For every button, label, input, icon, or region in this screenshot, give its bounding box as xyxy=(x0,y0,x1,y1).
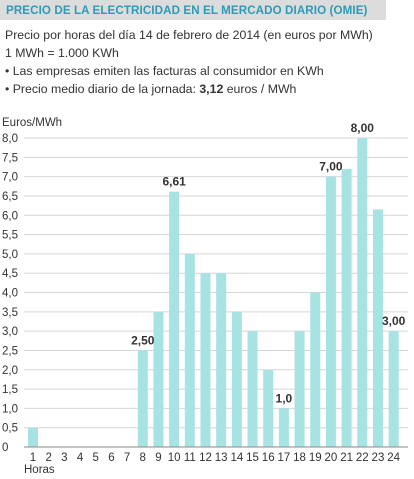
x-tick-label: 16 xyxy=(262,452,275,464)
x-tick-label: 22 xyxy=(356,452,369,464)
bar-hour-23 xyxy=(372,209,383,447)
bar-hour-11 xyxy=(184,253,195,447)
x-tick-label: 19 xyxy=(309,452,322,464)
x-tick-label: 10 xyxy=(168,452,181,464)
bar-hour-10 xyxy=(169,191,180,447)
unit-conversion-note: 1 MWh = 1.000 KWh xyxy=(5,46,119,60)
y-tick-label: 0,5 xyxy=(2,423,18,435)
bar-hour-8 xyxy=(137,350,148,447)
y-tick-label: 0 xyxy=(2,442,8,454)
bar-hour-16 xyxy=(263,369,274,447)
data-label-hour-20: 7,00 xyxy=(319,160,343,174)
x-tick-label: 9 xyxy=(155,452,161,464)
data-labels: 2,50 6,61 1,0 7,00 8,00 3,00 xyxy=(131,121,406,405)
x-tick-label: 15 xyxy=(246,452,259,464)
bar-hour-24 xyxy=(388,331,399,447)
x-tick-label: 11 xyxy=(184,452,196,464)
x-tick-label: 2 xyxy=(45,452,51,464)
bar-hour-21 xyxy=(341,168,352,447)
x-tick-label: 6 xyxy=(108,452,114,464)
x-tick-label: 1 xyxy=(30,452,36,464)
y-tick-label: 8,0 xyxy=(2,133,18,145)
average-price-note: • Precio medio diario de la jornada: 3,1… xyxy=(5,82,296,96)
x-tick-label: 17 xyxy=(277,452,290,464)
bar-hour-18 xyxy=(294,331,305,447)
y-tick-label: 4,5 xyxy=(2,268,18,280)
y-tick-label: 3,5 xyxy=(2,307,18,319)
data-label-hour-24: 3,00 xyxy=(382,314,406,328)
y-tick-label: 6,5 xyxy=(2,191,18,203)
bar-hour-15 xyxy=(247,331,258,447)
y-tick-label: 1,5 xyxy=(2,384,18,396)
x-tick-label: 3 xyxy=(61,452,67,464)
x-tick-label: 20 xyxy=(325,452,338,464)
bars xyxy=(28,138,399,447)
data-label-hour-22: 8,00 xyxy=(351,121,375,135)
data-label-hour-10: 6,61 xyxy=(162,175,186,189)
x-tick-label: 21 xyxy=(340,452,353,464)
bar-hour-22 xyxy=(357,138,368,447)
y-tick-label: 7,5 xyxy=(2,152,18,164)
x-tick-label: 7 xyxy=(124,452,130,464)
y-tick-label: 2,5 xyxy=(2,345,18,357)
average-price-label: • Precio medio diario de la jornada: xyxy=(5,82,200,96)
bar-hour-19 xyxy=(310,292,321,447)
y-tick-label: 5,5 xyxy=(2,230,18,242)
x-tick-label: 8 xyxy=(140,452,146,464)
average-price-unit: euros / MWh xyxy=(223,82,297,96)
x-tick-label: 23 xyxy=(372,452,385,464)
x-tick-label: 4 xyxy=(77,452,84,464)
x-tick-label: 5 xyxy=(93,452,99,464)
bar-hour-17 xyxy=(278,408,289,447)
x-tick-label: 12 xyxy=(199,452,212,464)
y-axis-label: Euros/MWh xyxy=(2,117,62,129)
data-label-hour-8: 2,50 xyxy=(131,333,155,347)
average-price-value: 3,12 xyxy=(199,82,224,96)
data-label-hour-17: 1,0 xyxy=(276,391,293,405)
x-axis-label: Horas xyxy=(24,464,55,476)
x-tick-labels: 1 2 3 4 5 6 7 8 9 10 11 12 13 14 15 16 17 18 19 20 21 22 23 24 xyxy=(30,452,401,464)
y-tick-label: 6,0 xyxy=(2,210,18,222)
chart-title: PRECIO DE LA ELECTRICIDAD EN EL MERCADO … xyxy=(6,4,368,17)
y-tick-label: 2,0 xyxy=(2,365,18,377)
y-tick-labels: 0 0,5 1,0 1,5 2,0 2,5 3,0 3,5 4,0 4,5 5,0 5,5 6,0 6,5… xyxy=(2,133,18,454)
y-tick-label: 7,0 xyxy=(2,172,18,184)
x-tick-label: 24 xyxy=(387,452,400,464)
bar-hour-14 xyxy=(231,311,242,447)
bar-hour-20 xyxy=(325,176,336,447)
y-tick-label: 4,0 xyxy=(2,288,18,300)
bar-hour-12 xyxy=(200,273,211,447)
y-tick-label: 5,0 xyxy=(2,249,18,261)
billing-note: • Las empresas emiten las facturas al co… xyxy=(5,64,324,78)
title-bar: PRECIO DE LA ELECTRICIDAD EN EL MERCADO … xyxy=(0,0,386,20)
bar-hour-13 xyxy=(216,273,227,447)
y-tick-label: 1,0 xyxy=(2,403,18,415)
bar-hour-9 xyxy=(153,311,164,447)
subtitle-date: Precio por horas del día 14 de febrero d… xyxy=(5,28,373,42)
y-tick-label: 3,0 xyxy=(2,326,18,338)
x-tick-label: 18 xyxy=(293,452,306,464)
bar-hour-1 xyxy=(28,427,38,447)
x-tick-label: 14 xyxy=(230,452,243,464)
x-tick-label: 13 xyxy=(215,452,228,464)
